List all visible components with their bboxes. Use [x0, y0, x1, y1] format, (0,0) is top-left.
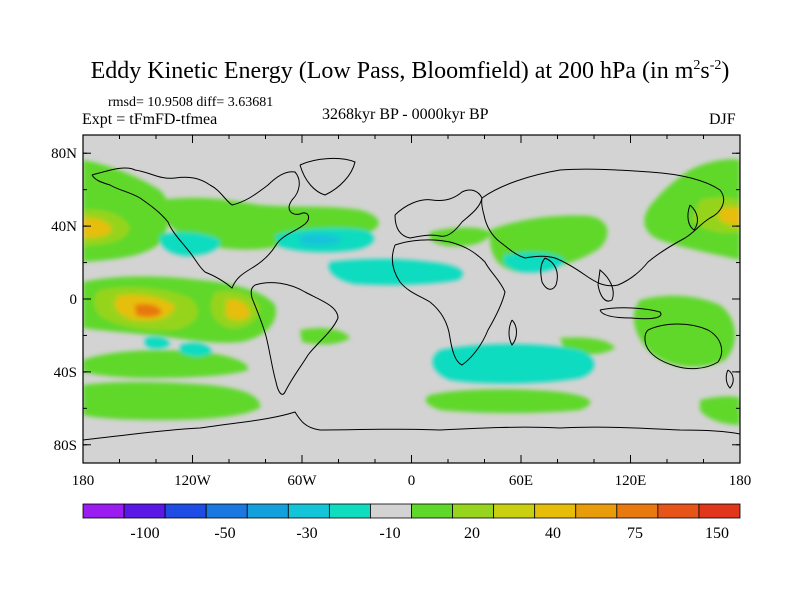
lon-tick-label: 180 — [729, 473, 752, 489]
contour-sio-neg — [432, 344, 595, 384]
colorbar-swatch — [205, 503, 248, 519]
colorbar-swatch — [164, 503, 207, 519]
longitude-axis: 180 120W 60W 0 60E 120E 180 — [72, 135, 752, 489]
lon-tick-label: 180 — [72, 473, 95, 489]
coast-nz — [725, 369, 734, 389]
lon-tick-label: 120W — [174, 473, 212, 489]
contour-southern — [83, 381, 261, 420]
contour-nep-75 — [83, 217, 112, 238]
lat-tick-label: 40S — [54, 365, 77, 381]
colorbar-label: 20 — [464, 525, 480, 542]
coast-madagascar — [508, 319, 517, 346]
coast-indonesia — [599, 307, 662, 320]
contour-sindian — [425, 389, 591, 413]
contour-eqp-150 — [135, 303, 162, 317]
colorbar-swatch — [328, 503, 371, 519]
season-label: DJF — [709, 111, 736, 128]
contour-sp2-neg — [180, 342, 212, 357]
contour-watl-neg — [159, 232, 221, 256]
colorbar-label: -50 — [214, 525, 235, 542]
colorbar-swatch — [82, 503, 125, 519]
lon-tick-label: 60E — [509, 473, 533, 489]
contour-europe — [429, 227, 490, 247]
lon-tick-label: 0 — [408, 473, 416, 489]
colorbar-swatch — [123, 503, 166, 519]
contour-asia-neg — [503, 252, 565, 273]
colorbar-swatch — [370, 503, 412, 519]
period-label: 3268kyr BP - 0000kyr BP — [322, 106, 489, 123]
coast-europe — [394, 189, 483, 239]
colorbar-swatch — [246, 503, 289, 519]
chart-title: Eddy Kinetic Energy (Low Pass, Bloomfiel… — [90, 58, 730, 84]
contour-npacific-east — [700, 396, 740, 425]
lat-tick-label: 80S — [54, 438, 77, 454]
coast-japan — [687, 204, 698, 231]
coast-asia — [481, 168, 725, 287]
experiment-label: Expt = tFmFD-tfmea — [82, 111, 218, 128]
contour-natl-neg30 — [298, 233, 342, 246]
coast-antarctica — [83, 411, 740, 441]
colorbar-label: -100 — [130, 525, 159, 542]
contour-eqpacific-south — [83, 350, 249, 378]
colorbar-label: 150 — [705, 525, 729, 542]
contour-nafrica-neg — [328, 259, 463, 285]
coast-north-america — [91, 167, 310, 289]
field-contours — [83, 157, 740, 441]
coast-se-asia — [597, 269, 614, 302]
contour-wpacific — [644, 159, 740, 260]
colorbar-swatch — [616, 503, 659, 519]
coastlines — [83, 157, 740, 441]
colorbar-swatch — [657, 503, 700, 519]
lon-tick-label: 60W — [287, 473, 317, 489]
colorbar-swatch — [534, 503, 577, 519]
contour-nwp-75 — [718, 207, 740, 226]
lat-tick-label: 40N — [51, 219, 77, 235]
coast-india — [540, 257, 558, 290]
contour-sp-neg — [145, 336, 170, 349]
colorbar-swatch — [575, 503, 618, 519]
colorbar-label: 40 — [545, 525, 561, 542]
contour-eqe-75 — [226, 299, 250, 321]
colorbar: -100 -50 -30 -10 20 40 75 150 — [82, 503, 741, 542]
coast-greenland — [299, 157, 356, 196]
latitude-axis: 80N 40N 0 40S 80S — [51, 146, 740, 454]
colorbar-swatch — [698, 503, 741, 519]
contour-aus — [633, 295, 736, 367]
coast-africa — [391, 239, 506, 366]
colorbar-swatch — [411, 503, 453, 519]
lat-tick-label: 0 — [70, 292, 78, 308]
colorbar-swatch — [493, 503, 536, 519]
coast-australia — [644, 323, 723, 370]
lat-tick-label: 80N — [51, 146, 77, 162]
coast-south-america — [250, 282, 339, 395]
colorbar-label: 75 — [627, 525, 643, 542]
colorbar-label: -30 — [296, 525, 317, 542]
colorbar-swatch — [452, 503, 495, 519]
lon-tick-label: 120E — [615, 473, 647, 489]
stats-label: rmsd= 10.9508 diff= 3.63681 — [108, 95, 274, 110]
colorbar-swatch — [287, 503, 330, 519]
colorbar-label: -10 — [379, 525, 400, 542]
